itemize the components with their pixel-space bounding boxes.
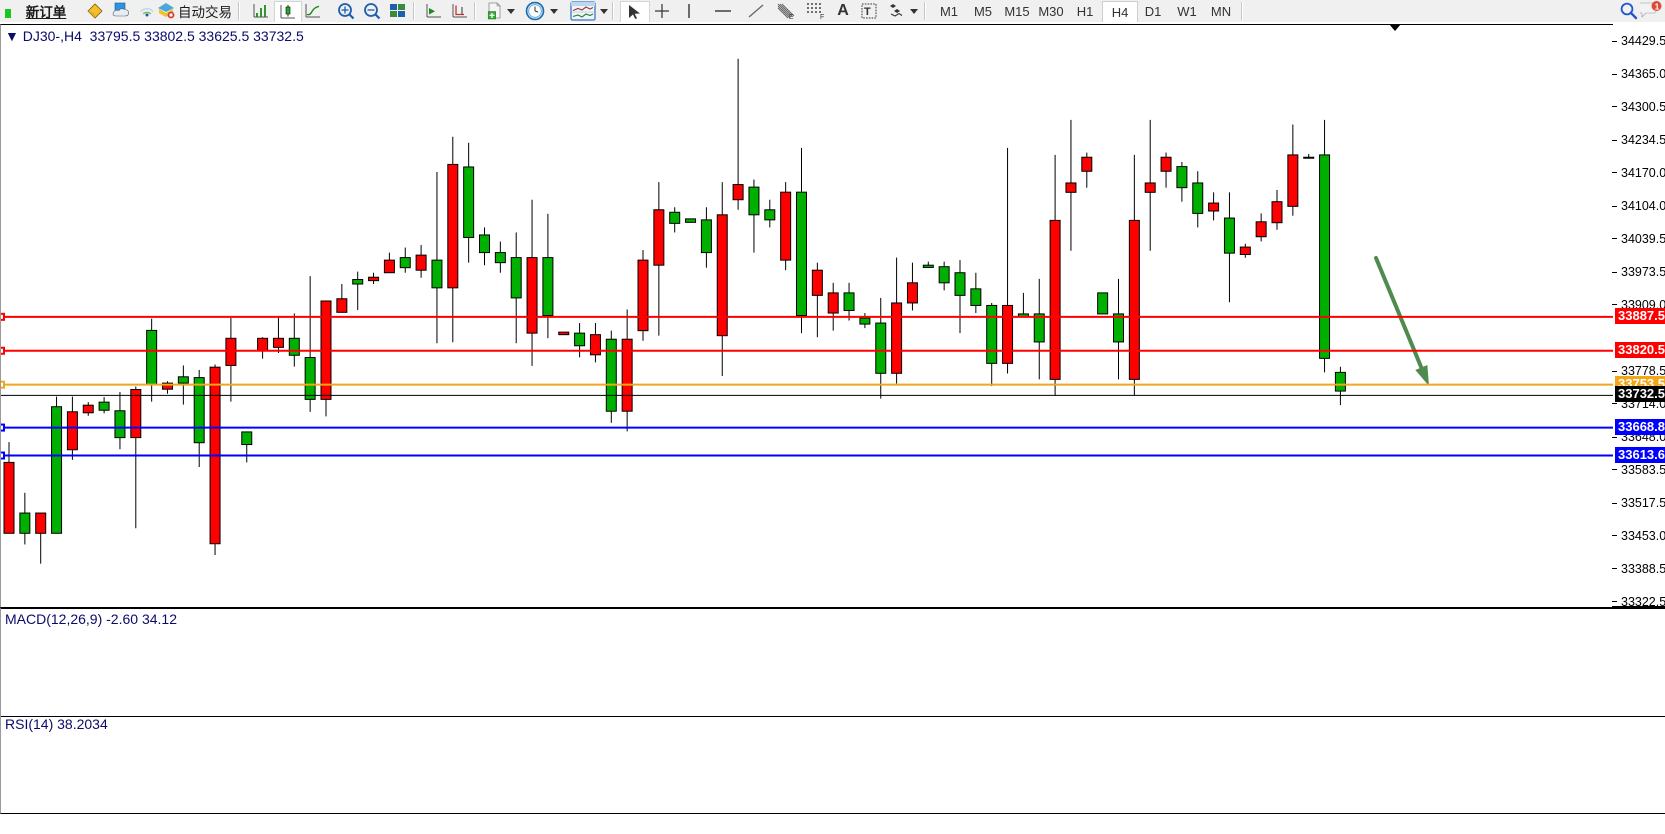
svg-text:E: E (789, 14, 794, 20)
svg-text:T: T (864, 6, 871, 18)
svg-text:1: 1 (1655, 2, 1660, 11)
svg-text:F: F (820, 14, 824, 19)
